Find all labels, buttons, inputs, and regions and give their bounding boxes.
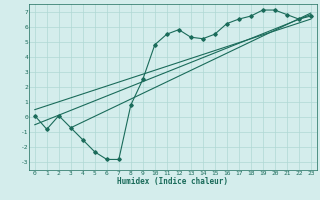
X-axis label: Humidex (Indice chaleur): Humidex (Indice chaleur) <box>117 177 228 186</box>
